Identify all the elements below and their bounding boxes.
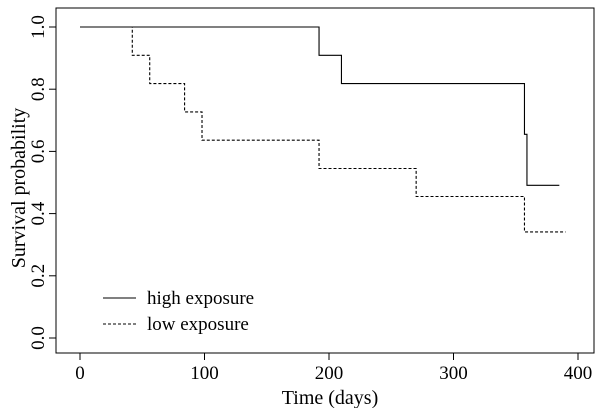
- y-tick-label: 0.4: [28, 201, 49, 225]
- legend-label-2: low exposure: [147, 314, 249, 335]
- y-tick-label: 0.6: [28, 140, 49, 164]
- series-layer: [80, 26, 566, 233]
- x-axis-title: Time (days): [282, 387, 378, 408]
- x-tick-label: 300: [439, 363, 468, 384]
- y-tick-label: 1.0: [28, 15, 49, 39]
- x-tick-label: 0: [75, 363, 85, 384]
- x-tick-label: 400: [564, 363, 593, 384]
- y-tick-label: 0.8: [28, 77, 49, 101]
- y-tick-label: 0.0: [28, 326, 49, 350]
- y-tick-label: 0.2: [28, 264, 49, 288]
- legend: high exposure low exposure: [103, 288, 254, 335]
- plot-frame: [55, 7, 595, 354]
- x-tick-label: 100: [190, 363, 219, 384]
- x-axis: 0 100 200 300 400: [75, 353, 592, 384]
- y-axis: 0.0 0.2 0.4 0.6 0.8 1.0: [28, 15, 56, 350]
- series-line-1: [80, 26, 560, 186]
- y-axis-title: Survival probability: [8, 108, 30, 269]
- legend-label-1: high exposure: [147, 288, 254, 309]
- series-line-2: [80, 26, 566, 233]
- x-tick-label: 200: [315, 363, 344, 384]
